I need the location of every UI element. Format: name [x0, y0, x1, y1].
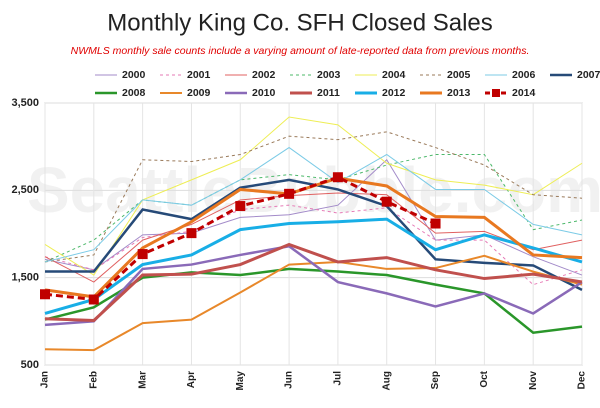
series-line [44, 192, 583, 283]
legend-label: 2012 [382, 87, 406, 99]
chart-title: Monthly King Co. SFH Closed Sales [107, 9, 493, 36]
y-tick-label: 2,500 [11, 184, 39, 196]
y-tick-label: 1,500 [11, 272, 39, 284]
series-line [44, 116, 583, 276]
x-tick-label: Aug [381, 371, 392, 390]
x-tick-label: Mar [137, 371, 148, 389]
x-tick-label: Apr [186, 371, 197, 388]
x-tick-label: Oct [479, 370, 490, 387]
legend-label: 2009 [187, 87, 211, 99]
series-line [44, 131, 583, 263]
y-tick-label: 3,500 [11, 97, 39, 109]
series-line [44, 146, 583, 263]
chart-subtitle: NWMLS monthly sale counts include a vary… [71, 45, 530, 57]
x-tick-label: May [235, 371, 246, 391]
x-tick-label: Jul [333, 371, 344, 386]
x-tick-label: Dec [577, 371, 588, 390]
series-line [44, 154, 583, 263]
x-tick-label: Feb [88, 371, 99, 389]
legend-label: 2007 [577, 69, 600, 81]
point-marker [284, 188, 295, 199]
point-marker [88, 294, 99, 305]
legend-label: 2006 [512, 69, 536, 81]
legend-label: 2013 [447, 87, 471, 99]
series-line [44, 244, 583, 327]
point-marker [430, 218, 441, 229]
series-line [44, 242, 583, 322]
legend-label: 2003 [317, 69, 341, 81]
legend-label: 2000 [122, 69, 146, 81]
legend-label: 2014 [512, 87, 536, 99]
point-marker [186, 228, 197, 239]
x-tick-label: Jun [284, 371, 295, 389]
legend-marker [492, 89, 500, 97]
legend-label: 2001 [187, 69, 211, 81]
x-tick-label: Nov [528, 371, 539, 390]
point-marker [381, 196, 392, 207]
point-marker [235, 201, 246, 212]
legend-label: 2002 [252, 69, 276, 81]
x-tick-label: Sep [430, 371, 441, 389]
legend-label: 2004 [382, 69, 406, 81]
x-tick-label: Jan [40, 371, 51, 388]
legend-label: 2011 [317, 87, 340, 99]
legend-label: 2010 [252, 87, 276, 99]
point-marker [40, 289, 50, 300]
point-marker [332, 172, 343, 183]
series-line [44, 217, 583, 315]
point-marker [137, 249, 148, 260]
y-tick-label: 500 [21, 359, 39, 371]
legend-label: 2008 [122, 87, 146, 99]
legend-label: 2005 [447, 69, 471, 81]
